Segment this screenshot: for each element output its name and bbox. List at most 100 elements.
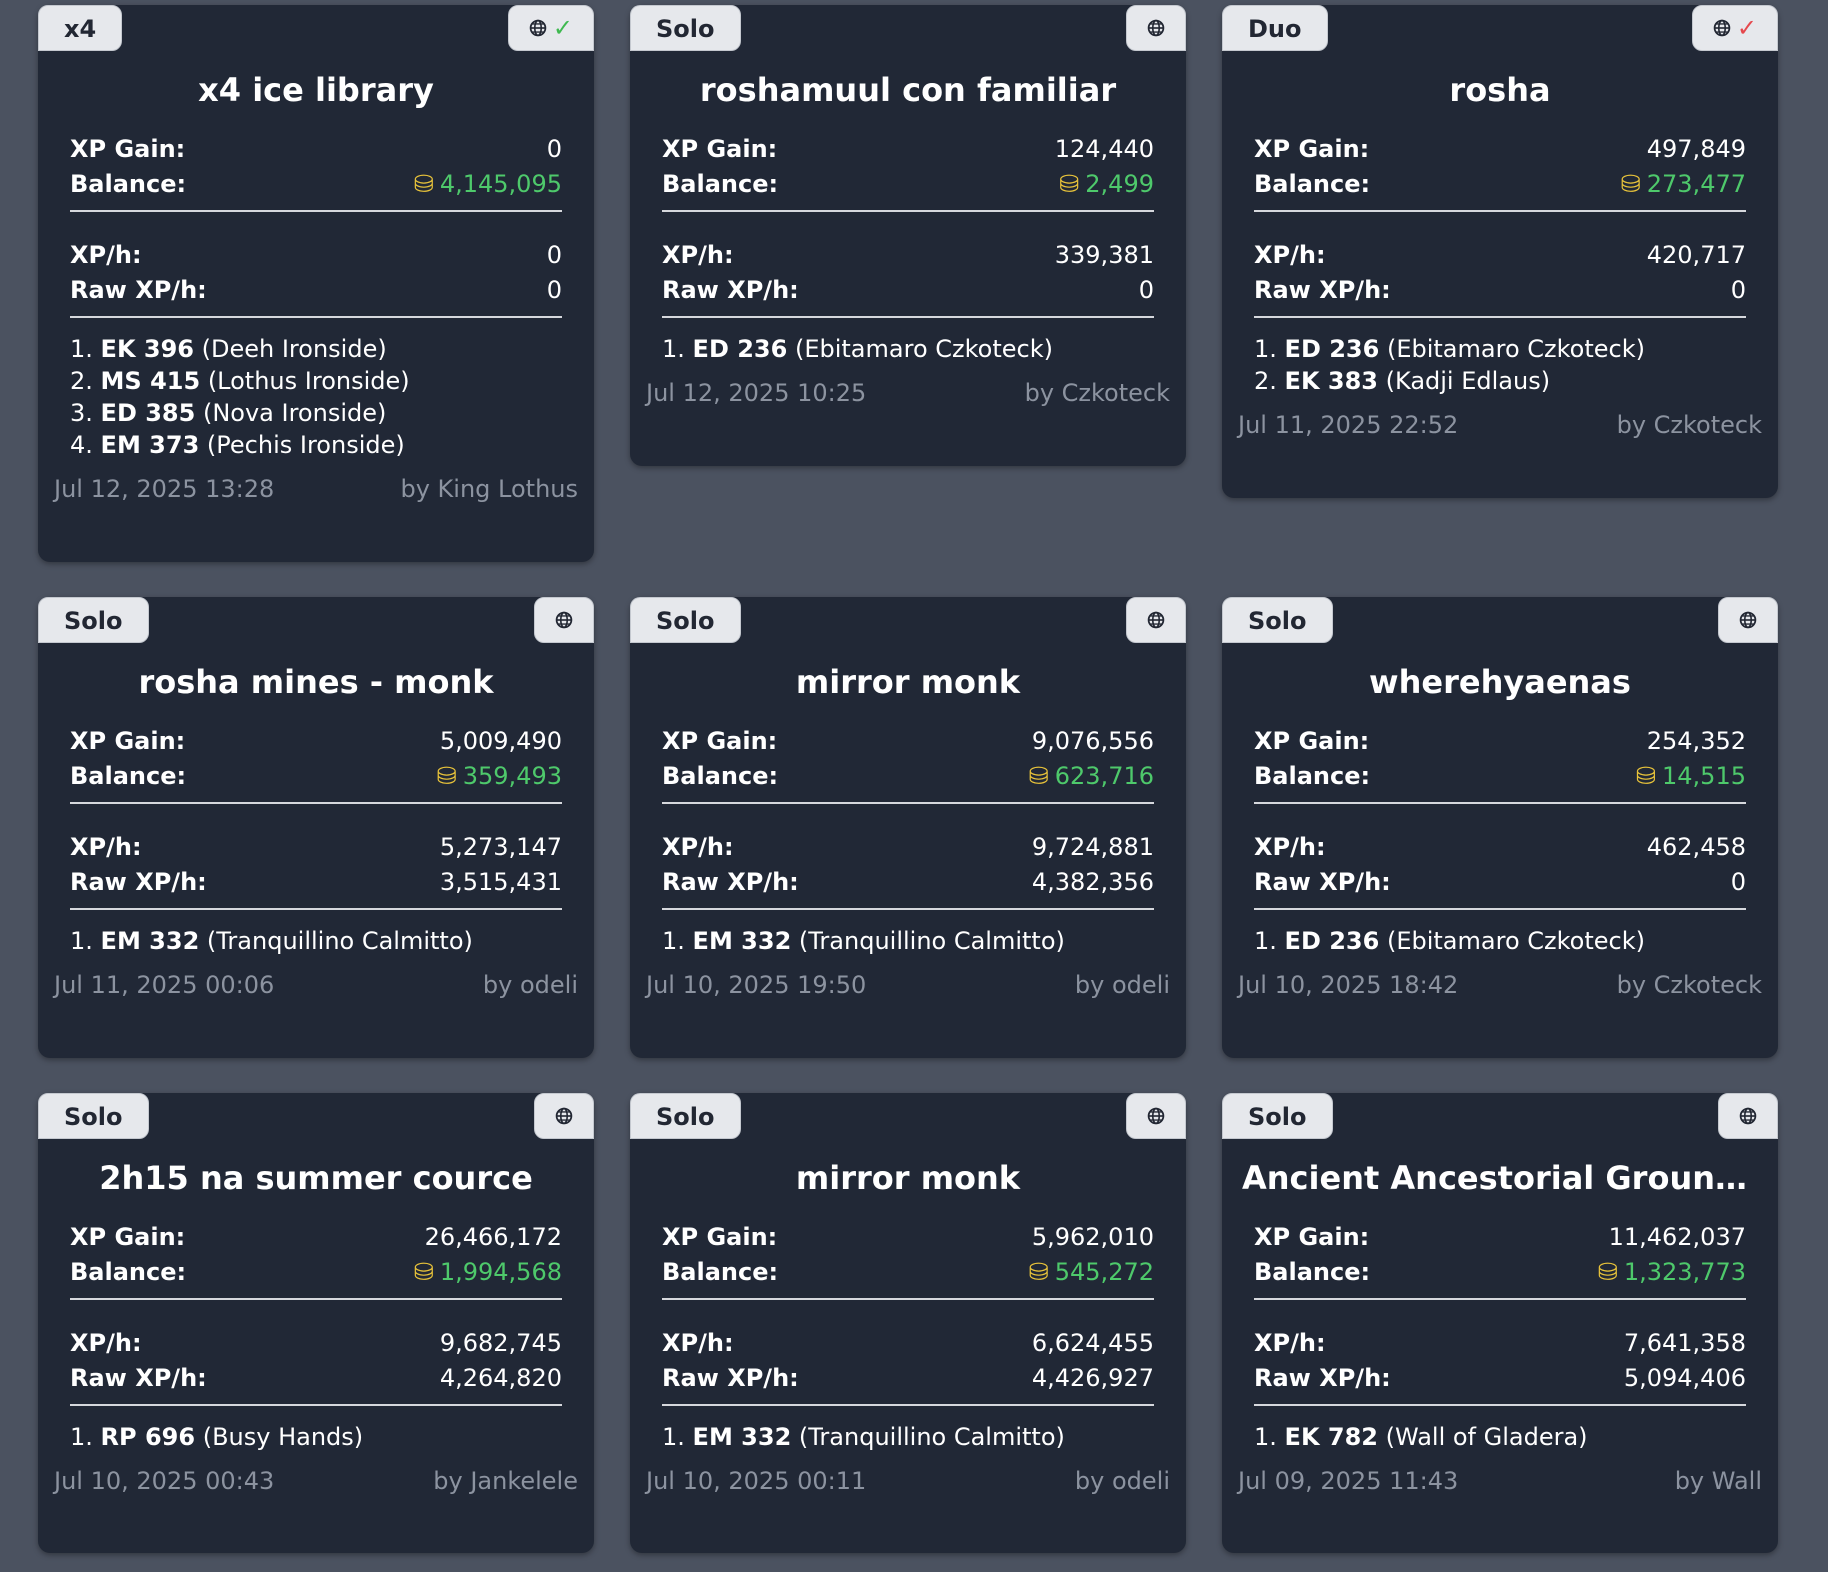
balance-label: Balance: [1254, 1258, 1371, 1286]
balance-row: Balance: ⛁ 623,716 [662, 762, 1154, 790]
card-icons[interactable] [1718, 597, 1778, 643]
hunt-title[interactable]: 2h15 na summer cource [99, 1159, 533, 1197]
checkmark-icon: ✓ [552, 14, 573, 42]
xph-value: 5,273,147 [439, 833, 562, 861]
hunt-card[interactable]: Solo mirror monk XP Gain: 5,962,010 Balance:… [630, 1093, 1186, 1553]
card-icons[interactable] [1126, 5, 1186, 51]
character-list: 1. RP 696 (Busy Hands) [70, 1421, 562, 1453]
balance-value-wrap: ⛁ 1,323,773 [1598, 1258, 1746, 1286]
xp-gain-row: XP Gain: 11,462,037 [1254, 1223, 1746, 1251]
hunt-title[interactable]: wherehyaenas [1369, 663, 1631, 701]
xph-label: XP/h: [70, 1329, 142, 1357]
raw-xph-label: Raw XP/h: [70, 1364, 207, 1392]
author[interactable]: by King Lothus [400, 475, 578, 503]
divider [1254, 210, 1746, 212]
hunt-title[interactable]: roshamuul con familiar [699, 71, 1117, 109]
globe-icon[interactable] [1739, 1107, 1757, 1125]
xph-row: XP/h: 7,641,358 [1254, 1329, 1746, 1357]
rank-number: 1. [70, 927, 93, 955]
author[interactable]: by Jankelele [433, 1467, 578, 1495]
character-name: (Tranquillino Calmitto) [798, 927, 1065, 955]
card-icons[interactable] [1126, 1093, 1186, 1139]
author[interactable]: by Wall [1674, 1467, 1762, 1495]
globe-icon[interactable] [1147, 19, 1165, 37]
xp-gain-value: 124,440 [1054, 135, 1154, 163]
hunt-card[interactable]: Solo mirror monk XP Gain: 9,076,556 Balance:… [630, 597, 1186, 1058]
hunt-card[interactable]: Solo roshamuul con familiar XP Gain: 124,44… [630, 5, 1186, 466]
card-footer: Jul 11, 2025 22:52 by Czkoteck [1238, 411, 1762, 439]
card-icons[interactable] [1126, 597, 1186, 643]
hunt-card[interactable]: Solo rosha mines - monk XP Gain: 5,009,490 B… [38, 597, 594, 1058]
author[interactable]: by odeli [1074, 971, 1170, 999]
raw-xph-value: 0 [546, 276, 562, 304]
card-footer: Jul 12, 2025 13:28 by King Lothus [54, 475, 578, 503]
raw-xph-label: Raw XP/h: [662, 1364, 799, 1392]
party-type-badge: Solo [1222, 1093, 1333, 1139]
raw-xph-label: Raw XP/h: [1254, 868, 1391, 896]
party-type-badge: x4 [38, 5, 123, 51]
vocation-level: EK 396 [100, 335, 194, 363]
hunt-title[interactable]: rosha [1449, 71, 1551, 109]
globe-icon[interactable] [555, 611, 573, 629]
globe-icon[interactable] [1147, 1107, 1165, 1125]
globe-icon[interactable] [555, 1107, 573, 1125]
hunt-card[interactable]: x4 ✓ x4 ice library XP Gain: 0 Balance: ⛁ 4,145… [38, 5, 594, 562]
hunt-title[interactable]: Ancient Ancestorial Grounds... [1242, 1159, 1758, 1197]
hunt-title[interactable]: mirror monk [795, 1159, 1021, 1197]
hunt-title[interactable]: mirror monk [795, 663, 1021, 701]
card-icons[interactable]: ✓ [1691, 5, 1778, 51]
author[interactable]: by Czkoteck [1616, 971, 1762, 999]
gold-coins-icon: ⛁ [1059, 170, 1080, 198]
party-type-badge: Duo [1222, 5, 1328, 51]
card-icons[interactable] [534, 1093, 594, 1139]
hunt-card[interactable]: Solo wherehyaenas XP Gain: 254,352 Balance: ⛁… [1222, 597, 1778, 1058]
xph-label: XP/h: [1254, 241, 1326, 269]
globe-icon[interactable] [1739, 611, 1757, 629]
xp-gain-label: XP Gain: [1254, 135, 1370, 163]
xp-gain-label: XP Gain: [662, 1223, 778, 1251]
card-icons[interactable] [534, 597, 594, 643]
balance-label: Balance: [1254, 170, 1371, 198]
xp-gain-value: 0 [546, 135, 562, 163]
xp-gain-label: XP Gain: [70, 135, 186, 163]
character-name: (Busy Hands) [202, 1423, 364, 1451]
balance-value-wrap: ⛁ 1,994,568 [414, 1258, 562, 1286]
hunt-card[interactable]: Duo ✓ rosha XP Gain: 497,849 Balance: ⛁ 273,477… [1222, 5, 1778, 498]
timestamp: Jul 11, 2025 22:52 [1238, 411, 1459, 439]
party-type-badge: Solo [630, 5, 741, 51]
gold-coins-icon: ⛁ [1620, 170, 1641, 198]
raw-xph-label: Raw XP/h: [662, 868, 799, 896]
xp-gain-row: XP Gain: 0 [70, 135, 562, 163]
hunt-title[interactable]: rosha mines - monk [138, 663, 494, 701]
raw-xph-label: Raw XP/h: [1254, 276, 1391, 304]
hunt-card[interactable]: Solo 2h15 na summer cource XP Gain: 26,466,… [38, 1093, 594, 1553]
cross-mark-icon: ✓ [1736, 14, 1757, 42]
card-footer: Jul 11, 2025 00:06 by odeli [54, 971, 578, 999]
character-list: 1. ED 236 (Ebitamaro Czkoteck) 2. EK 383 … [1254, 333, 1746, 397]
xp-gain-label: XP Gain: [1254, 727, 1370, 755]
character-name: (Ebitamaro Czkoteck) [794, 335, 1053, 363]
vocation-level: EK 782 [1284, 1423, 1378, 1451]
balance-label: Balance: [662, 1258, 779, 1286]
card-icons[interactable] [1718, 1093, 1778, 1139]
author[interactable]: by Czkoteck [1024, 379, 1170, 407]
hunt-card[interactable]: Solo Ancient Ancestorial Grounds... XP Gai… [1222, 1093, 1778, 1553]
card-icons[interactable]: ✓ [507, 5, 594, 51]
author[interactable]: by Czkoteck [1616, 411, 1762, 439]
author[interactable]: by odeli [1074, 1467, 1170, 1495]
character-entry: 2. EK 383 (Kadji Edlaus) [1254, 365, 1746, 397]
timestamp: Jul 10, 2025 18:42 [1238, 971, 1459, 999]
raw-xph-value: 0 [1730, 276, 1746, 304]
character-entry: 1. ED 236 (Ebitamaro Czkoteck) [1254, 333, 1746, 365]
balance-label: Balance: [70, 762, 187, 790]
globe-icon[interactable] [529, 19, 547, 37]
author[interactable]: by odeli [482, 971, 578, 999]
globe-icon[interactable] [1713, 19, 1731, 37]
balance-row: Balance: ⛁ 1,994,568 [70, 1258, 562, 1286]
divider [70, 908, 562, 910]
character-name: (Wall of Gladera) [1385, 1423, 1588, 1451]
character-entry: 1. EM 332 (Tranquillino Calmitto) [662, 925, 1154, 957]
hunt-title[interactable]: x4 ice library [198, 71, 434, 109]
xph-value: 0 [546, 241, 562, 269]
globe-icon[interactable] [1147, 611, 1165, 629]
